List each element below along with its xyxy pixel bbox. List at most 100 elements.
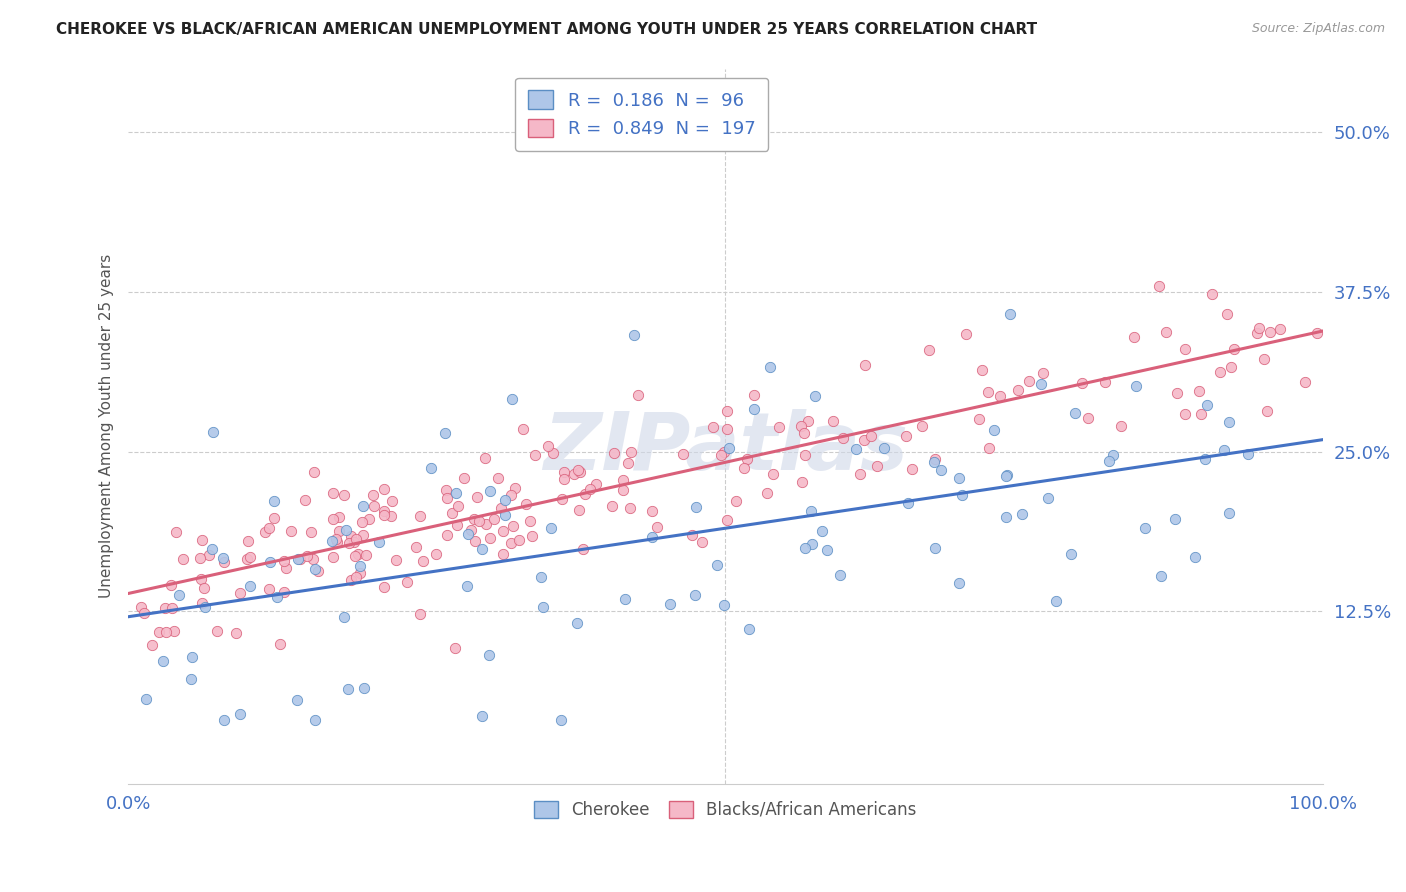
Point	[135, 691, 157, 706]
Point	[512, 422, 534, 436]
Point	[165, 524, 187, 539]
Point	[801, 537, 824, 551]
Point	[994, 510, 1017, 524]
Point	[789, 419, 811, 434]
Point	[191, 533, 214, 548]
Point	[321, 533, 343, 548]
Point	[163, 624, 186, 638]
Point	[540, 520, 562, 534]
Point	[380, 509, 402, 524]
Point	[1077, 411, 1099, 425]
Point	[1101, 448, 1123, 462]
Point	[340, 529, 363, 543]
Point	[356, 548, 378, 562]
Point	[436, 491, 458, 506]
Point	[659, 597, 682, 611]
Point	[853, 433, 876, 447]
Point	[181, 650, 204, 665]
Point	[716, 513, 738, 527]
Point	[357, 512, 380, 526]
Point	[1209, 365, 1232, 379]
Point	[1156, 326, 1178, 340]
Point	[478, 531, 501, 545]
Point	[924, 541, 946, 555]
Point	[530, 570, 553, 584]
Point	[1111, 419, 1133, 434]
Point	[492, 547, 515, 561]
Point	[1098, 453, 1121, 467]
Point	[328, 524, 350, 539]
Point	[1215, 307, 1237, 321]
Point	[1218, 506, 1240, 520]
Point	[202, 425, 225, 439]
Point	[239, 579, 262, 593]
Point	[1125, 378, 1147, 392]
Point	[352, 528, 374, 542]
Point	[456, 579, 478, 593]
Point	[995, 469, 1018, 483]
Point	[742, 388, 765, 402]
Point	[918, 343, 941, 358]
Point	[793, 449, 815, 463]
Point	[350, 516, 373, 530]
Point	[464, 533, 486, 548]
Point	[520, 529, 543, 543]
Point	[446, 517, 468, 532]
Point	[685, 500, 707, 515]
Point	[794, 541, 817, 556]
Point	[501, 487, 523, 501]
Point	[501, 535, 523, 549]
Point	[343, 549, 366, 563]
Point	[553, 465, 575, 479]
Point	[567, 463, 589, 477]
Point	[1174, 407, 1197, 421]
Point	[1218, 416, 1240, 430]
Point	[349, 558, 371, 573]
Point	[1223, 343, 1246, 357]
Point	[519, 514, 541, 528]
Point	[1011, 508, 1033, 522]
Point	[1147, 278, 1170, 293]
Point	[502, 519, 524, 533]
Point	[474, 516, 496, 531]
Point	[742, 402, 765, 417]
Point	[755, 486, 778, 500]
Point	[129, 600, 152, 615]
Point	[681, 528, 703, 542]
Point	[349, 566, 371, 581]
Point	[800, 504, 823, 518]
Point	[263, 494, 285, 508]
Point	[969, 411, 991, 425]
Point	[616, 456, 638, 470]
Point	[132, 606, 155, 620]
Point	[911, 418, 934, 433]
Point	[344, 533, 367, 547]
Point	[1253, 351, 1275, 366]
Point	[325, 532, 347, 546]
Point	[328, 510, 350, 524]
Point	[373, 580, 395, 594]
Point	[141, 638, 163, 652]
Point	[1220, 360, 1243, 375]
Point	[207, 624, 229, 638]
Point	[683, 588, 706, 602]
Point	[353, 681, 375, 696]
Point	[419, 461, 441, 475]
Point	[737, 451, 759, 466]
Point	[929, 463, 952, 477]
Point	[524, 448, 547, 462]
Point	[811, 524, 834, 539]
Point	[612, 473, 634, 487]
Point	[494, 508, 516, 523]
Point	[970, 363, 993, 377]
Point	[866, 459, 889, 474]
Point	[718, 442, 741, 456]
Point	[263, 511, 285, 525]
Point	[796, 414, 818, 428]
Point	[1007, 383, 1029, 397]
Point	[1184, 550, 1206, 565]
Point	[489, 500, 512, 515]
Point	[1194, 452, 1216, 467]
Point	[167, 588, 190, 602]
Point	[738, 622, 761, 636]
